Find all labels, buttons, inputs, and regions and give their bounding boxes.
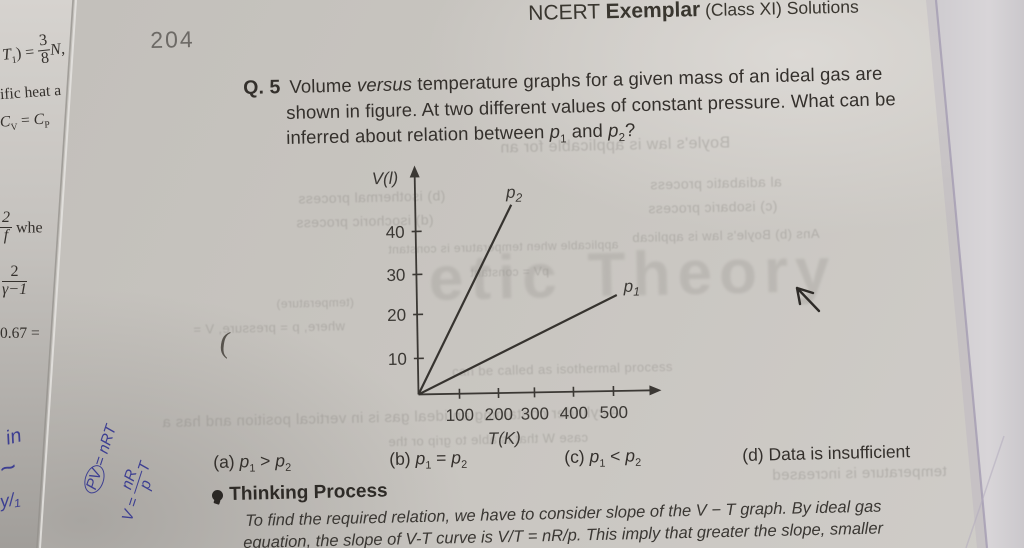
bulb-icon [212,490,223,501]
option-a-operator: > [259,450,271,471]
header-subtitle: (Class XI) Solutions [699,0,859,21]
left-margin-formula-2: CV = CP [0,110,50,133]
fraction-numerator: 2 [2,209,10,226]
p-subscript: 2 [460,458,468,471]
formula-text: N, [49,40,66,59]
page-curl-shadow [926,0,987,548]
x-tick-label: 200 [485,405,514,424]
option-a: (a) p1 > p2 [213,450,291,475]
fraction-denominator: f [3,226,9,244]
option-b: (b) p1 = p2 [389,447,467,472]
x-tick-label: 100 [446,405,475,424]
option-b-operator: = [435,447,447,468]
x-axis [418,389,654,396]
p-symbol: p [450,447,462,468]
formula-text: C [33,110,45,129]
page-number: 204 [150,25,195,53]
p1-symbol: p [549,120,561,143]
y-tick-label: 20 [387,306,406,325]
pen-arrow-icon [795,286,821,313]
option-c-operator: < [609,445,621,466]
p1-line-label: p1 [622,277,640,299]
question-text: ? [624,119,636,141]
p-symbol: p [622,277,633,296]
p-symbol: p [415,448,426,469]
p2-symbol: p [607,119,619,141]
fraction-denominator: γ−1 [2,280,28,298]
left-margin-formula-4: 2 γ−1 [2,263,28,299]
p1-line [418,293,618,396]
p-subscript: 1 [599,457,606,470]
p2-line [417,204,513,395]
x-axis-arrow-icon [649,385,662,396]
pen-scribble: y/₁ [0,488,22,512]
page-curl-line [934,0,989,548]
p2-line-label: p2 [505,183,523,205]
question-text: Volume [289,74,358,97]
thinking-process-heading: Thinking Process [229,480,388,505]
left-margin-text: 0.67 = [0,325,40,342]
p-symbol: p [505,183,516,202]
y-tick-label: 40 [386,223,405,242]
formula-text: whe [12,219,43,237]
x-tick-label: 300 [521,404,550,423]
volume-temperature-graph: 40 30 20 10 100 200 300 400 500 V(l) T(K… [372,165,662,449]
option-a-label: (a) [213,451,235,472]
left-underpage-strip [0,0,73,548]
question-text-italic: versus [356,73,413,96]
header-brand-bold: Exemplar [605,0,701,24]
p-subscript: 2 [514,191,522,205]
corner-edge-line [965,435,1005,548]
equation-text: V = [118,491,144,524]
x-tick-label: 500 [599,403,628,422]
p-symbol: p [239,451,250,472]
p-symbol: p [274,450,286,471]
option-b-label: (b) [389,448,411,469]
y-axis-arrow-icon [409,165,420,178]
page-crease-highlight [39,0,77,548]
formula-sub: P [44,119,51,131]
formula-text: ) = [15,43,40,63]
x-tick-label: 400 [559,403,588,422]
page-crease-line [36,0,74,548]
question-number: Q. 5 [243,76,281,99]
right-nextpage-strip [936,0,1024,548]
y-axis [413,173,420,395]
y-axis-label: V(l) [372,169,399,188]
p-symbol: p [625,445,636,466]
p-subscript: 2 [635,456,642,469]
option-c: (c) p1 < p2 [564,445,641,470]
p-subscript: 1 [425,459,432,472]
y-tick-label: 10 [388,350,407,369]
bleed-through-text: al adiabatic process [649,173,782,193]
header-brand: NCERT [528,0,606,25]
y-tick-label: 30 [386,266,405,285]
fraction-numerator: 2 [2,263,28,282]
option-d-label: (d) [742,444,764,465]
option-c-label: (c) [564,446,585,467]
p-subscript: 1 [633,285,640,299]
p-subscript: 1 [249,462,256,475]
formula-text: = [16,111,35,130]
option-d: (d) Data is insufficient [742,441,910,466]
p-subscript: 2 [284,461,292,474]
option-d-text: Data is insufficient [768,441,911,465]
x-axis-label: T(K) [488,429,521,449]
left-margin-formula-1: T1) = 3 8 N, [0,31,66,72]
question-text: and [566,119,609,142]
p-symbol: p [589,446,600,467]
